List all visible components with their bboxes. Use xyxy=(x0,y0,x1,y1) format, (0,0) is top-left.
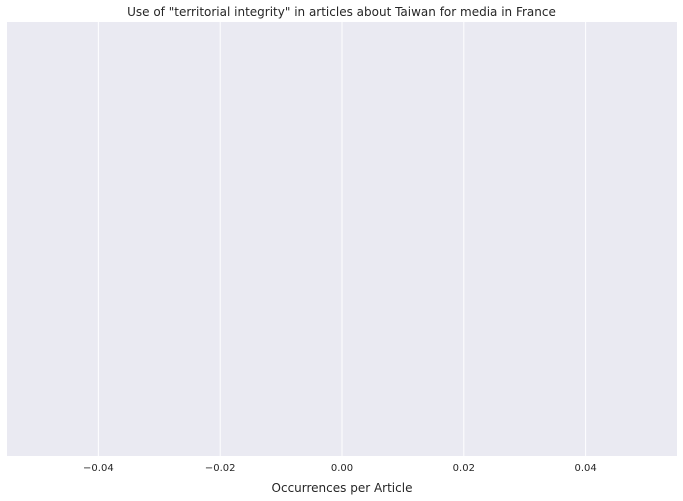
x-tick-labels: −0.04 −0.02 0.00 0.02 0.04 xyxy=(83,463,597,474)
x-tick-label: 0.00 xyxy=(331,463,353,474)
grid-lines xyxy=(97,22,587,456)
x-tick-label: −0.02 xyxy=(205,463,236,474)
x-axis-label: Occurrences per Article xyxy=(272,481,413,495)
x-tick-label: −0.04 xyxy=(83,463,114,474)
x-tick-label: 0.02 xyxy=(453,463,475,474)
x-tick-label: 0.04 xyxy=(575,463,597,474)
chart-title: Use of "territorial integrity" in articl… xyxy=(127,5,556,19)
